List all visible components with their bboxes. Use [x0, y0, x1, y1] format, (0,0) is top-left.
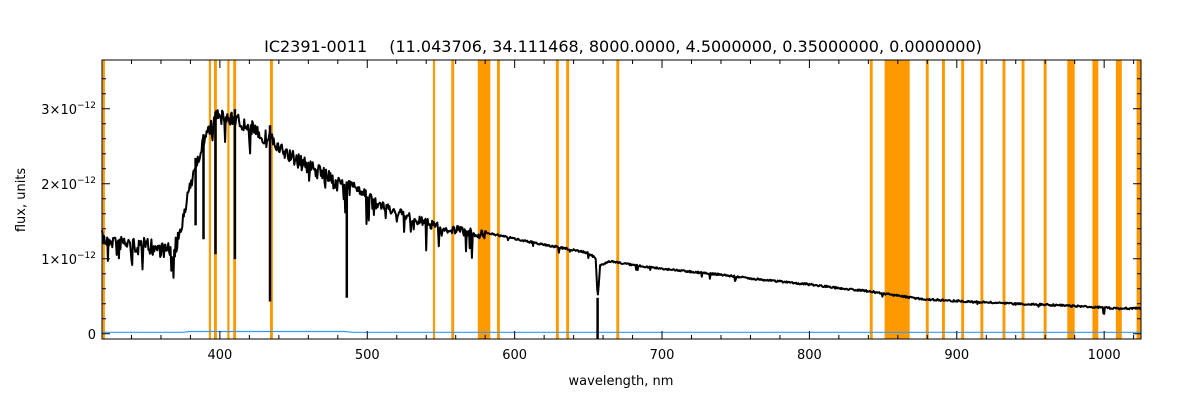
masked-region-1: [208, 60, 211, 339]
spectrum-line: [101, 109, 1142, 315]
masked-region-17: [961, 60, 965, 339]
y-axis-label: flux, units: [14, 168, 29, 233]
y-tick-label-0: 0: [88, 328, 96, 343]
y-tick-label-3: 3×10−12: [41, 101, 96, 118]
x-axis-label: wavelength, nm: [569, 374, 674, 389]
masked-region-6: [432, 60, 436, 339]
masked-region-16: [942, 60, 945, 339]
x-tick-label-900: 900: [944, 348, 969, 363]
y-tick-label-2: 2×10−12: [41, 176, 96, 193]
masked-region-23: [1092, 60, 1099, 339]
masked-region-18: [980, 60, 984, 339]
masked-region-0: [102, 60, 105, 339]
masked-region-9: [497, 60, 500, 339]
masked-region-11: [566, 60, 570, 339]
masked-region-8: [477, 60, 491, 339]
x-tick-label-800: 800: [797, 348, 822, 363]
x-tick-label-400: 400: [207, 348, 232, 363]
masked-region-12: [616, 60, 620, 339]
plot-frame: [101, 59, 1142, 340]
chart-title: IC2391-0011 (11.043706, 34.111468, 8000.0…: [264, 37, 982, 56]
y-tick-label-1: 1×10−12: [41, 251, 96, 268]
masked-region-21: [1043, 60, 1047, 339]
masked-region-13: [869, 60, 873, 339]
masked-region-5: [270, 60, 273, 339]
x-tick-label-1000: 1000: [1088, 348, 1121, 363]
masked-region-24: [1115, 60, 1122, 339]
x-tick-label-600: 600: [502, 348, 527, 363]
masked-region-7: [451, 60, 455, 339]
error-line: [102, 330, 1141, 333]
y-axis-ticks: 0 1×10−12 2×10−12 3×10−12: [41, 78, 1141, 343]
chart-title-params: (11.043706, 34.111468, 8000.0000, 4.5000…: [389, 37, 982, 56]
masked-region-22: [1067, 60, 1075, 339]
chart-title-id: IC2391-0011: [264, 37, 367, 56]
x-tick-label-500: 500: [355, 348, 380, 363]
x-tick-label-700: 700: [650, 348, 675, 363]
x-axis-ticks: 400 500 600 700 800 900 1000: [101, 60, 1135, 363]
masked-region-10: [555, 60, 559, 339]
error-series: [102, 330, 1141, 333]
masked-region-3: [227, 60, 230, 339]
masked-regions: [102, 60, 1141, 339]
masked-region-20: [1021, 60, 1025, 339]
masked-region-19: [1002, 60, 1006, 339]
masked-region-15: [925, 60, 929, 339]
masked-region-14: [884, 60, 910, 339]
spectrum-series: [101, 109, 1142, 339]
masked-region-25: [1136, 60, 1141, 339]
